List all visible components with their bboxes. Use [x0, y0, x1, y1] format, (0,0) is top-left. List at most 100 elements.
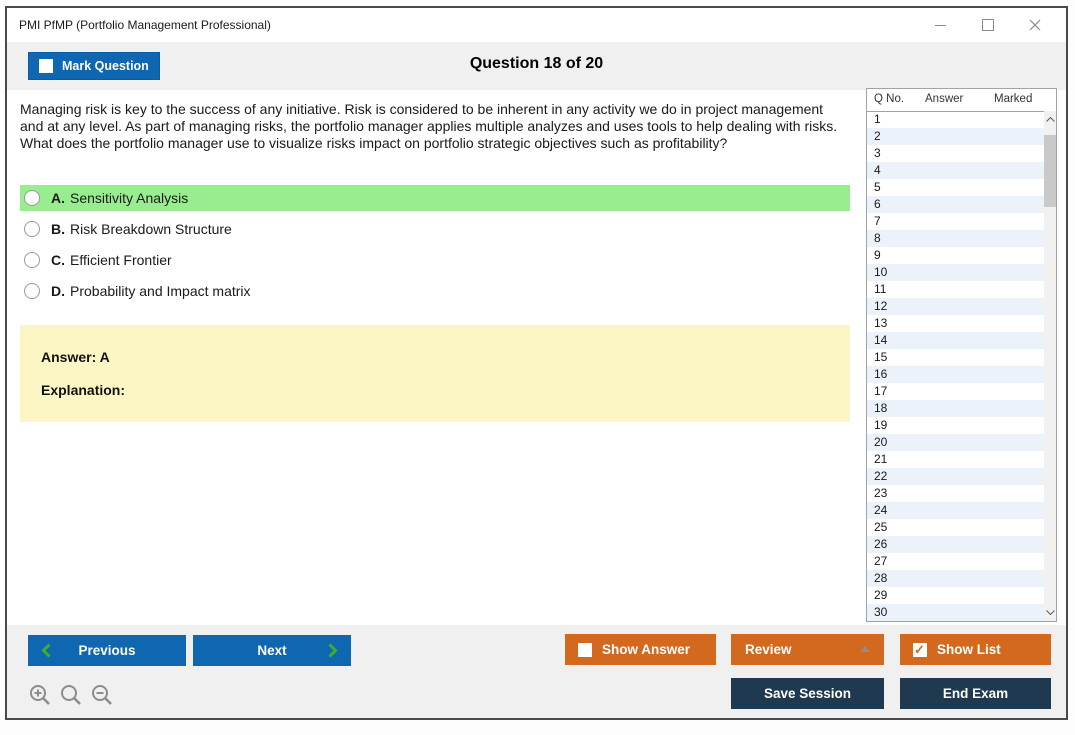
question-number: 18: [874, 401, 888, 415]
question-list-panel: Q No. Answer Marked 1 2 3 4 5 6 7 8 9 10 11 12 13 14 1…: [866, 88, 1057, 622]
option-text: Probability and Impact matrix: [70, 283, 251, 299]
question-number: 17: [874, 384, 888, 398]
chevron-left-icon: [41, 643, 51, 658]
option-text: Risk Breakdown Structure: [70, 221, 232, 237]
zoom-out-icon[interactable]: [90, 683, 114, 707]
option-d[interactable]: D. Probability and Impact matrix: [20, 278, 850, 304]
question-list-row[interactable]: 29: [867, 587, 1044, 604]
question-list-row[interactable]: 14: [867, 332, 1044, 349]
question-list-row[interactable]: 18: [867, 400, 1044, 417]
maximize-icon: [981, 19, 994, 31]
close-button[interactable]: [1011, 8, 1058, 42]
zoom-icon[interactable]: [59, 683, 83, 707]
question-number: 15: [874, 350, 888, 364]
question-list-row[interactable]: 5: [867, 179, 1044, 196]
question-list-row[interactable]: 16: [867, 366, 1044, 383]
mark-question-button[interactable]: Mark Question: [28, 52, 160, 80]
scroll-down-button[interactable]: [1044, 605, 1056, 620]
scroll-up-button[interactable]: [1044, 112, 1056, 127]
question-list-row[interactable]: 27: [867, 553, 1044, 570]
question-list-row[interactable]: 24: [867, 502, 1044, 519]
question-number: 21: [874, 452, 888, 466]
question-list-row[interactable]: 23: [867, 485, 1044, 502]
save-session-label: Save Session: [763, 686, 852, 701]
question-list-row[interactable]: 17: [867, 383, 1044, 400]
column-answer: Answer: [925, 93, 964, 105]
option-letter: A.: [51, 190, 65, 206]
question-list-row[interactable]: 2: [867, 128, 1044, 145]
question-list-row[interactable]: 19: [867, 417, 1044, 434]
option-b-radio[interactable]: [24, 221, 40, 237]
question-number: 13: [874, 316, 888, 330]
question-number: 5: [874, 180, 881, 194]
question-list-row[interactable]: 1: [867, 111, 1044, 128]
question-number: 1: [874, 112, 881, 126]
previous-label: Previous: [78, 643, 136, 658]
next-label: Next: [257, 643, 287, 658]
show-answer-checkbox[interactable]: [578, 642, 592, 657]
end-exam-button[interactable]: End Exam: [900, 678, 1051, 709]
question-number: 25: [874, 520, 888, 534]
mark-question-checkbox[interactable]: [39, 59, 53, 73]
minimize-button[interactable]: [917, 8, 964, 42]
zoom-in-icon[interactable]: [28, 683, 52, 707]
title-bar: PMI PfMP (Portfolio Management Professio…: [7, 8, 1066, 42]
question-list-row[interactable]: 21: [867, 451, 1044, 468]
review-button[interactable]: Review: [731, 634, 884, 665]
options-list: A. Sensitivity Analysis B. Risk Breakdow…: [20, 185, 850, 309]
question-list-row[interactable]: 3: [867, 145, 1044, 162]
question-number: 27: [874, 554, 888, 568]
previous-button[interactable]: Previous: [28, 635, 186, 666]
question-list-row[interactable]: 22: [867, 468, 1044, 485]
option-a[interactable]: A. Sensitivity Analysis: [20, 185, 850, 211]
option-c[interactable]: C. Efficient Frontier: [20, 247, 850, 273]
option-b[interactable]: B. Risk Breakdown Structure: [20, 216, 850, 242]
question-list-row[interactable]: 15: [867, 349, 1044, 366]
option-d-radio[interactable]: [24, 283, 40, 299]
question-list-scrollbar[interactable]: [1044, 111, 1056, 621]
question-number: 23: [874, 486, 888, 500]
question-list-row[interactable]: 25: [867, 519, 1044, 536]
chevron-up-icon: [1045, 117, 1055, 122]
question-list-row[interactable]: 13: [867, 315, 1044, 332]
scrollbar-thumb[interactable]: [1044, 135, 1056, 207]
question-number: 10: [874, 265, 888, 279]
question-list-row[interactable]: 12: [867, 298, 1044, 315]
option-a-radio[interactable]: [24, 190, 40, 206]
question-number: 28: [874, 571, 888, 585]
question-list-row[interactable]: 7: [867, 213, 1044, 230]
answer-label: Answer: A: [41, 349, 110, 365]
show-list-checkbox[interactable]: [913, 642, 927, 658]
column-marked: Marked: [994, 93, 1033, 105]
question-list-row[interactable]: 4: [867, 162, 1044, 179]
question-list-row[interactable]: 20: [867, 434, 1044, 451]
question-number: 30: [874, 605, 888, 619]
question-list-row[interactable]: 6: [867, 196, 1044, 213]
question-list-row[interactable]: 10: [867, 264, 1044, 281]
show-answer-button[interactable]: Show Answer: [565, 634, 716, 665]
question-list-row[interactable]: 30: [867, 604, 1044, 621]
question-number: 22: [874, 469, 888, 483]
question-list-row[interactable]: 28: [867, 570, 1044, 587]
save-session-button[interactable]: Save Session: [731, 678, 884, 709]
option-c-radio[interactable]: [24, 252, 40, 268]
question-list-row[interactable]: 8: [867, 230, 1044, 247]
question-list-row[interactable]: 26: [867, 536, 1044, 553]
question-number: 26: [874, 537, 888, 551]
question-number: 16: [874, 367, 888, 381]
chevron-right-icon: [328, 643, 338, 658]
chevron-down-icon: [1045, 610, 1055, 615]
next-button[interactable]: Next: [193, 635, 351, 666]
question-number: 19: [874, 418, 888, 432]
question-list-row[interactable]: 11: [867, 281, 1044, 298]
maximize-button[interactable]: [964, 8, 1011, 42]
question-number: 11: [874, 282, 887, 296]
show-list-button[interactable]: Show List: [900, 634, 1051, 665]
option-letter: B.: [51, 221, 65, 237]
mark-question-label: Mark Question: [62, 59, 149, 73]
question-list-row[interactable]: 9: [867, 247, 1044, 264]
minimize-icon: [935, 24, 946, 26]
show-list-label: Show List: [937, 642, 1001, 657]
question-number: 9: [874, 248, 881, 262]
option-letter: C.: [51, 252, 65, 268]
